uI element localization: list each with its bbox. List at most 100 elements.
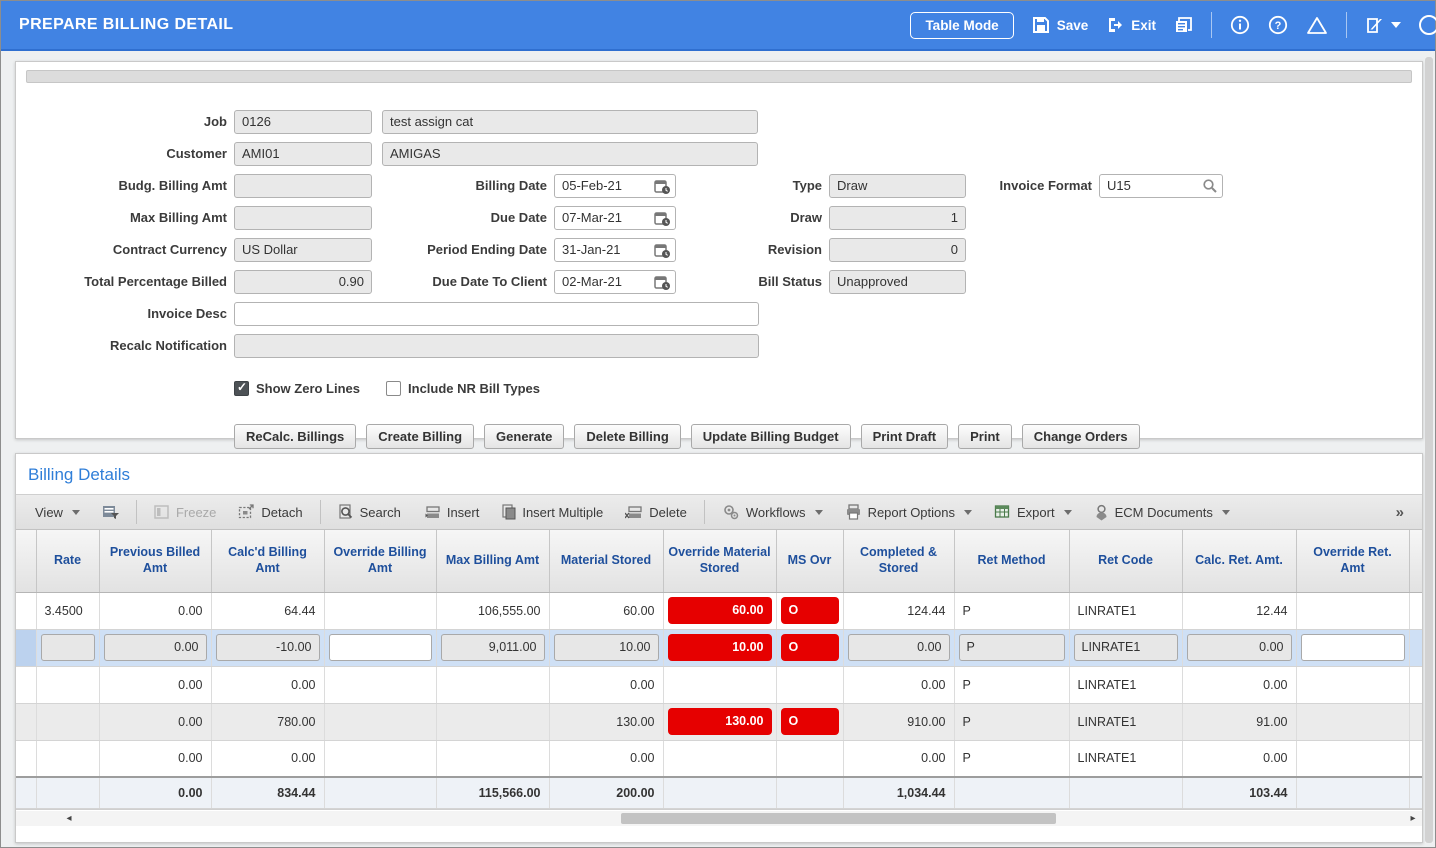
generate-button[interactable]: Generate xyxy=(484,424,565,449)
detach-button[interactable]: Detach xyxy=(229,500,311,524)
freeze-button: Freeze xyxy=(145,501,225,524)
col-header-override-billing-amt[interactable]: Override Billing Amt xyxy=(324,530,437,593)
col-header-material-stored[interactable]: Material Stored xyxy=(549,530,664,593)
row-selector[interactable] xyxy=(16,592,37,630)
freeze-label: Freeze xyxy=(175,504,217,520)
scrollbar-thumb[interactable] xyxy=(620,812,1057,824)
warning-button[interactable] xyxy=(1306,16,1328,35)
delete-button[interactable]: Delete xyxy=(616,501,696,524)
col-header-ms-ovr[interactable]: MS Ovr xyxy=(776,530,844,593)
scrollbar-thumb[interactable] xyxy=(1425,57,1433,843)
update-billing-budget-button[interactable]: Update Billing Budget xyxy=(690,424,851,449)
cell-ret-method: P xyxy=(954,629,1070,667)
cell-override-ret-amt xyxy=(1296,592,1410,630)
edit-menu-button[interactable] xyxy=(1365,16,1401,35)
cell-material-stored: 0.00 xyxy=(549,740,664,778)
cell-ret-method: P xyxy=(954,703,1070,741)
cell-previous-billed-amt: 0.00 xyxy=(99,629,212,667)
cell-override-ret-amt xyxy=(1296,703,1410,741)
invoice-desc-input[interactable] xyxy=(234,302,759,326)
calendar-icon[interactable] xyxy=(654,210,671,229)
col-header-calc-ret-amt[interactable]: Calc. Ret. Amt. xyxy=(1182,530,1297,593)
toolbar-overflow-button[interactable]: » xyxy=(1395,503,1404,521)
exit-button[interactable]: Exit xyxy=(1106,16,1156,34)
chevron-down-icon xyxy=(71,509,80,515)
editable-cell-input[interactable] xyxy=(1300,634,1405,661)
page-title: PREPARE BILLING DETAIL xyxy=(19,16,234,33)
report-options-menu-button[interactable]: Report Options xyxy=(836,500,981,524)
search-lov-icon[interactable] xyxy=(1202,178,1218,197)
due-date-to-client-field[interactable]: 02-Mar-21 xyxy=(554,270,676,294)
row-selector[interactable] xyxy=(16,740,37,778)
revision-label: Revision xyxy=(767,242,822,257)
col-header-calc-d-billing-amt[interactable]: Calc'd Billing Amt xyxy=(211,530,325,593)
info-button[interactable] xyxy=(1230,15,1250,35)
insert-multiple-button[interactable]: Insert Multiple xyxy=(492,500,612,524)
save-button[interactable]: Save xyxy=(1032,16,1088,34)
calendar-icon[interactable] xyxy=(654,178,671,197)
due-date-to-client-value: 02-Mar-21 xyxy=(562,274,622,289)
calendar-icon[interactable] xyxy=(654,242,671,261)
period-ending-date-field[interactable]: 31-Jan-21 xyxy=(554,238,676,262)
scroll-left-arrow[interactable]: ◂ xyxy=(66,812,72,824)
cell-override-ret-amt[interactable] xyxy=(1296,629,1410,667)
query-by-example-button[interactable] xyxy=(93,500,128,524)
job-code-field: 0126 xyxy=(234,110,372,134)
change-orders-button[interactable]: Change Orders xyxy=(1021,424,1140,449)
copy-button[interactable] xyxy=(1174,16,1193,34)
include-nr-bill-types-checkbox[interactable]: Include NR Bill Types xyxy=(386,381,540,396)
billing-grid: Rate Previous Billed Amt Calc'd Billing Am… xyxy=(16,530,1422,810)
revision-field: 0 xyxy=(829,238,966,262)
cell-ms-ovr: O xyxy=(776,703,844,741)
billing-date-field[interactable]: 05-Feb-21 xyxy=(554,174,676,198)
create-billing-button[interactable]: Create Billing xyxy=(366,424,475,449)
calendar-icon[interactable] xyxy=(654,274,671,293)
include-nr-bill-types-label: Include NR Bill Types xyxy=(408,381,540,396)
view-menu-button[interactable]: View xyxy=(26,501,89,524)
insert-button[interactable]: Insert xyxy=(414,501,489,524)
print-draft-button[interactable]: Print Draft xyxy=(860,424,949,449)
recalc-billings-button[interactable]: ReCalc. Billings xyxy=(234,424,357,449)
collapse-strip[interactable] xyxy=(26,70,1412,83)
invoice-format-field[interactable]: U15 xyxy=(1099,174,1223,198)
scroll-right-arrow[interactable]: ▸ xyxy=(1410,812,1416,824)
period-ending-date-value: 31-Jan-21 xyxy=(562,242,621,257)
export-menu-button[interactable]: Export xyxy=(985,500,1081,524)
cell-override-material-stored xyxy=(663,740,777,778)
type-label: Type xyxy=(792,178,822,193)
due-date-field[interactable]: 07-Mar-21 xyxy=(554,206,676,230)
search-button[interactable]: Search xyxy=(329,500,410,524)
override-flag-value: O xyxy=(780,597,839,624)
due-date-to-client-label: Due Date To Client xyxy=(432,274,547,289)
cell-calc-d-billing-amt: 0.00 xyxy=(211,740,325,778)
col-header-completed-stored[interactable]: Completed & Stored xyxy=(843,530,955,593)
print-button[interactable]: Print xyxy=(958,424,1012,449)
col-header-override-ret-amt[interactable]: Override Ret. Amt xyxy=(1296,530,1410,593)
col-header-ret-method[interactable]: Ret Method xyxy=(954,530,1070,593)
row-selector[interactable] xyxy=(16,666,37,704)
cell-override-billing-amt[interactable] xyxy=(324,629,437,667)
delete-billing-button[interactable]: Delete Billing xyxy=(574,424,681,449)
checkbox-icon xyxy=(386,381,402,396)
job-desc-field: test assign cat xyxy=(382,110,758,134)
cell-completed-stored: 124.44 xyxy=(843,592,955,630)
col-header-max-billing-amt[interactable]: Max Billing Amt xyxy=(436,530,550,593)
workflows-menu-button[interactable]: Workflows xyxy=(713,500,832,525)
recalc-notification-label: Recalc Notification xyxy=(109,338,227,353)
override-flag-value: 130.00 xyxy=(667,708,772,735)
cell-ms-ovr xyxy=(776,776,844,809)
insert-label: Insert xyxy=(446,504,480,520)
row-selector[interactable] xyxy=(16,703,37,741)
table-mode-button[interactable]: Table Mode xyxy=(910,11,1014,39)
col-header-ret-code[interactable]: Ret Code xyxy=(1069,530,1183,593)
show-zero-lines-checkbox[interactable]: Show Zero Lines xyxy=(234,380,360,396)
cell-material-stored: 200.00 xyxy=(549,776,664,809)
col-header-rate[interactable]: Rate xyxy=(36,530,100,593)
row-selector[interactable] xyxy=(16,629,37,667)
toolbar-separator xyxy=(135,500,137,524)
editable-cell-input[interactable] xyxy=(328,634,432,661)
col-header-override-material-stored[interactable]: Override Material Stored xyxy=(663,530,777,593)
help-button[interactable]: ? xyxy=(1268,15,1288,35)
col-header-previous-billed-amt[interactable]: Previous Billed Amt xyxy=(99,530,212,593)
ecm-documents-menu-button[interactable]: ECM Documents xyxy=(1085,500,1239,525)
